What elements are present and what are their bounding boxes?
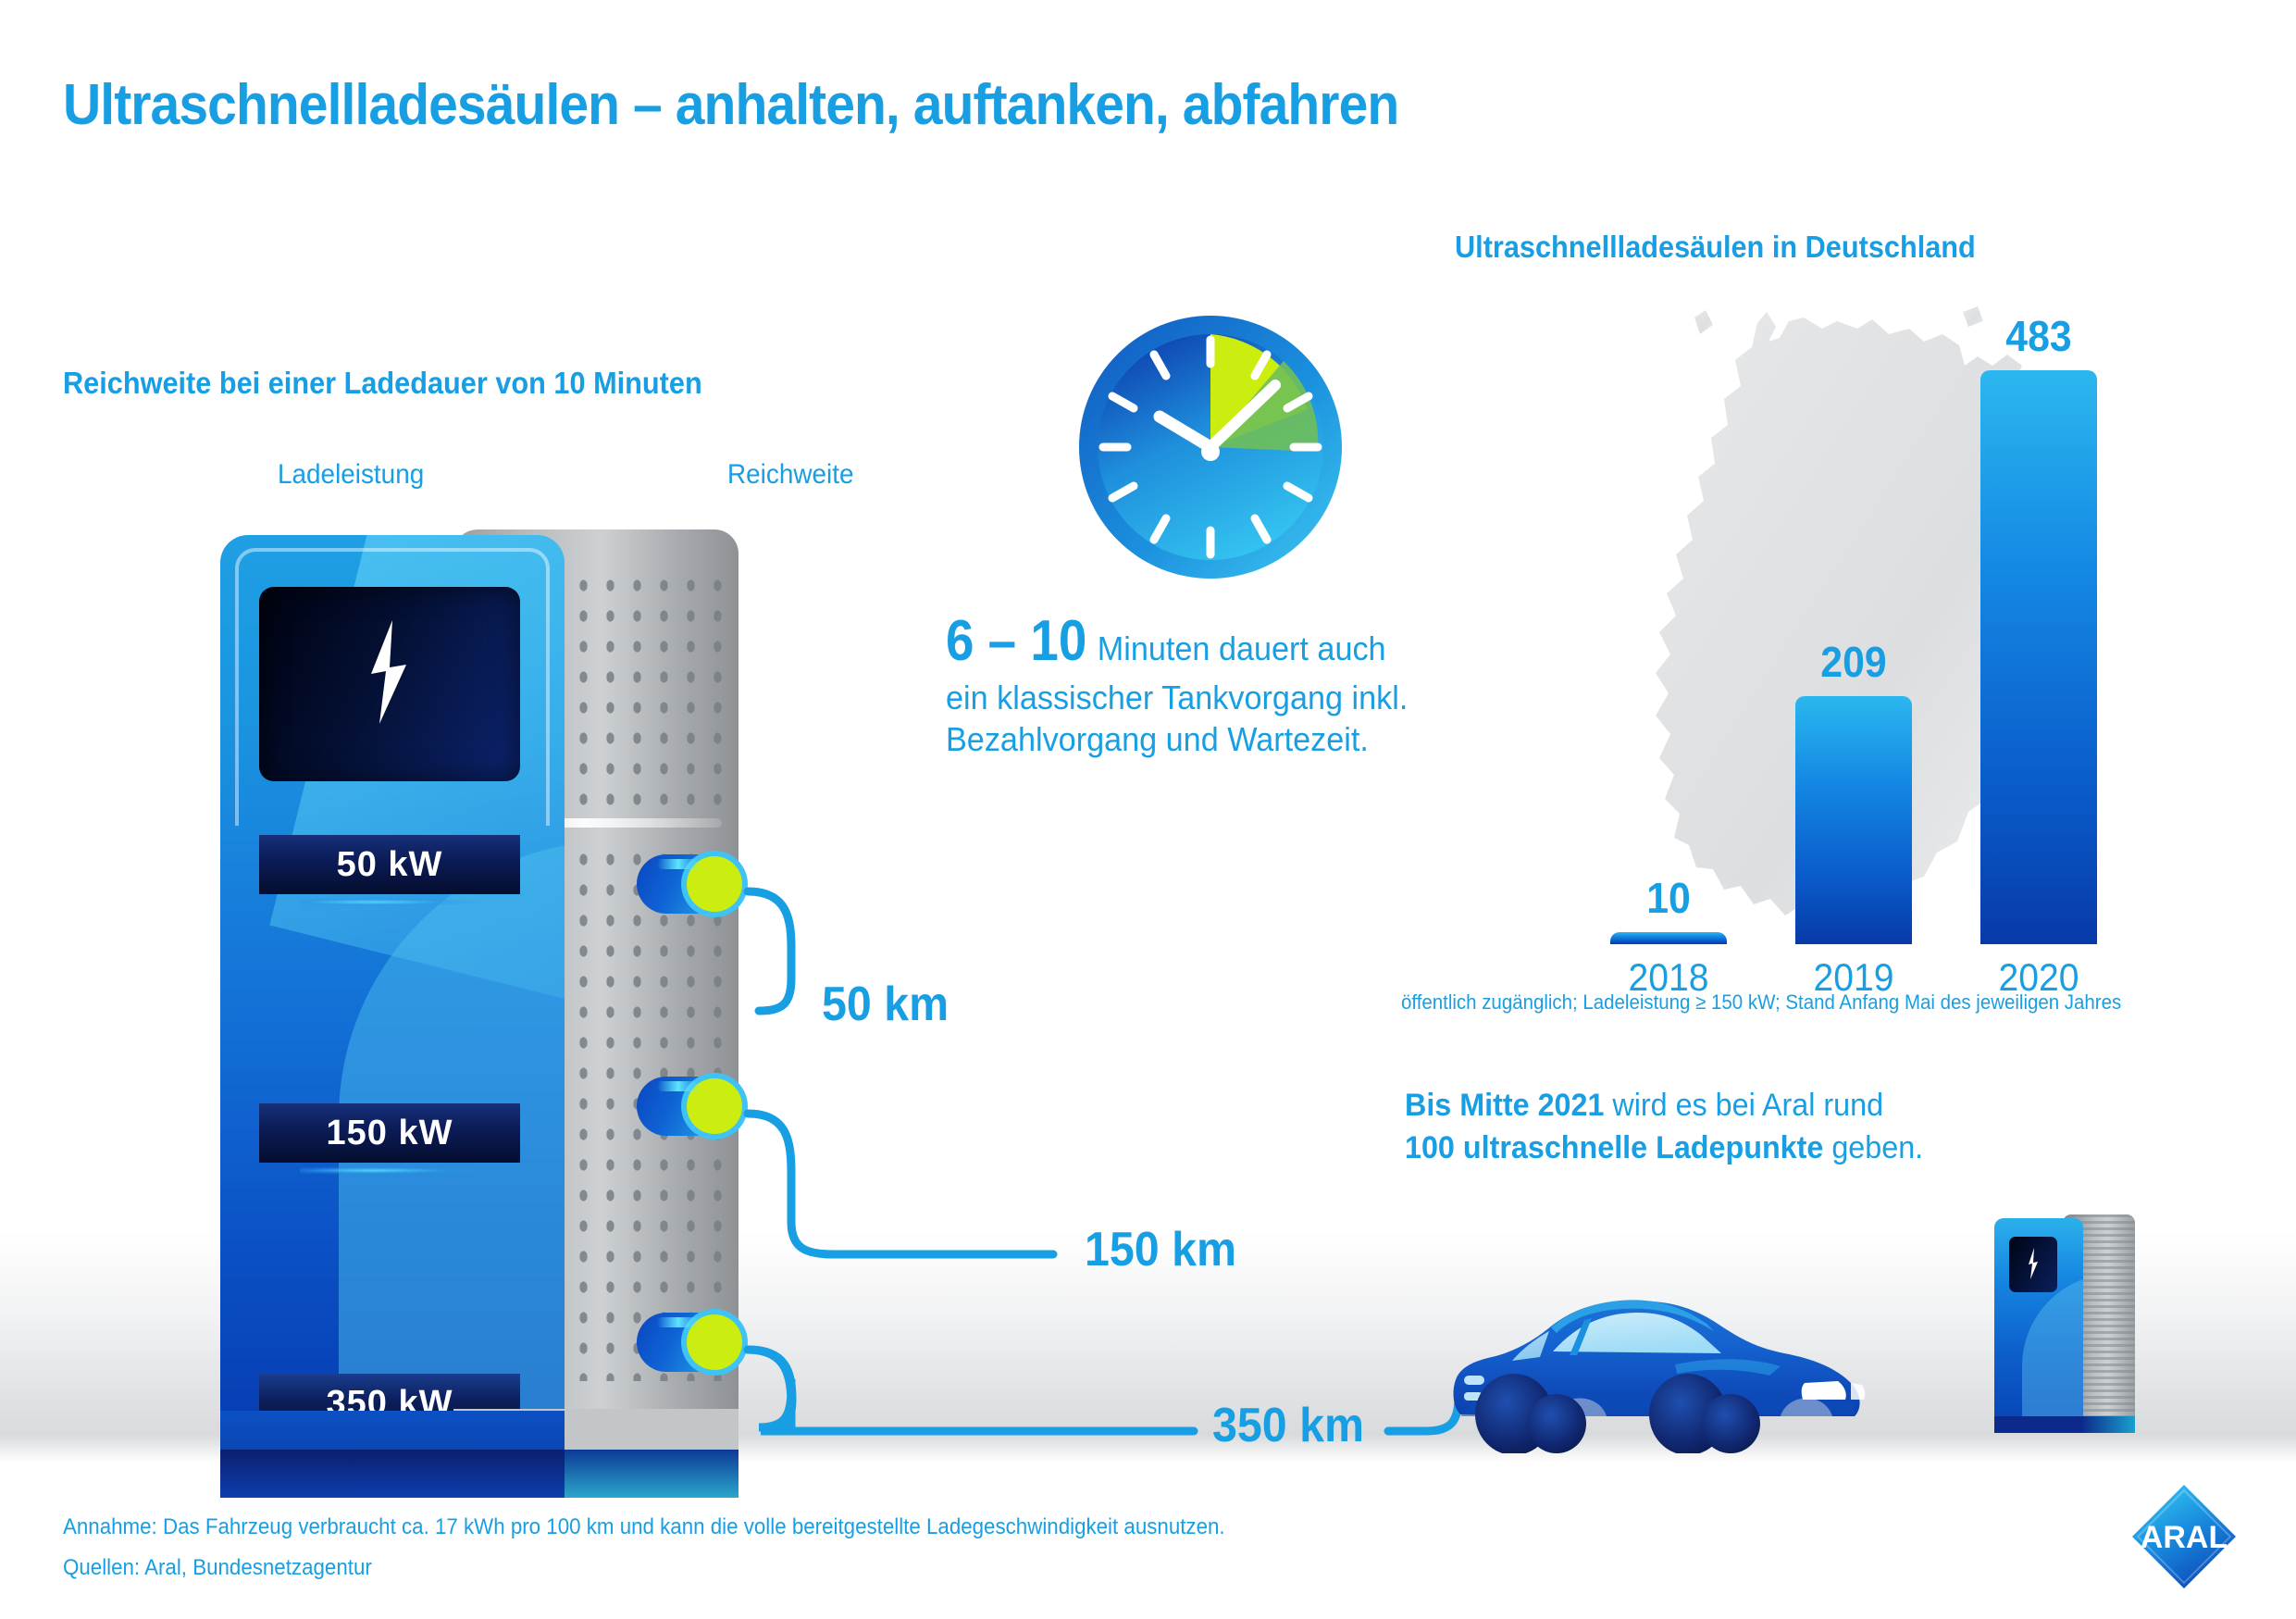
germany-map-silhouette — [1656, 306, 2050, 921]
station-base-lower-right — [565, 1450, 738, 1498]
station-base-upper — [220, 1411, 565, 1450]
minutes-statement: 6 – 10 Minuten dauert auch ein klassische… — [946, 606, 1520, 760]
station-grey-sheen — [470, 818, 722, 828]
minutes-big-number: 6 – 10 — [946, 609, 1087, 673]
electric-car-icon — [1453, 1300, 1866, 1453]
column-label-power: Ladeleistung — [278, 459, 425, 490]
aral-logo-text: ARAL — [2141, 1520, 2228, 1555]
bar-year-2019: 2019 — [1813, 955, 1894, 999]
mini-station-base — [1994, 1416, 2135, 1433]
statement-bold-1: Bis Mitte 2021 — [1405, 1088, 1605, 1123]
power-label-50kw: 50 kW — [336, 844, 443, 884]
chart-title: Ultraschnellladesäulen in Deutschland — [1455, 230, 1976, 264]
charging-station-illustration: 50 kW 150 kW 350 kW — [220, 529, 738, 1498]
footer-sources: Quellen: Aral, Bundesnetzagentur — [63, 1555, 372, 1580]
bar-year-2018: 2018 — [1628, 955, 1709, 999]
minutes-paragraph: 6 – 10 Minuten dauert auch ein klassische… — [946, 606, 1491, 760]
statement-normal-2: geben. — [1823, 1129, 1924, 1165]
power-plate-glow-2 — [300, 1166, 485, 1175]
bar-2019 — [1795, 696, 1912, 944]
bar-value-2020: 483 — [2005, 312, 2072, 360]
bar-year-2020: 2020 — [1998, 955, 2079, 999]
left-section-heading: Reichweite bei einer Ladedauer von 10 Mi… — [63, 366, 702, 400]
minutes-line2: ein klassischer Tankvorgang inkl. — [946, 678, 1409, 716]
power-plate-glow-1 — [300, 898, 485, 906]
lightning-bolt-icon-small — [2029, 1248, 2038, 1279]
connector-plug-50kw — [637, 851, 748, 917]
aral-logo: ARAL — [2132, 1485, 2236, 1588]
bar-value-2019: 209 — [1820, 638, 1887, 686]
charging-station-icon — [1994, 1214, 2135, 1437]
range-label-150km: 150 km — [1085, 1223, 1237, 1277]
chart-footnote: öffentlich zugänglich; Ladeleistung ≥ 15… — [1401, 990, 2122, 1014]
power-label-150kw: 150 kW — [326, 1113, 453, 1152]
statement-bold-2: 100 ultraschnelle Ladepunkte — [1405, 1129, 1824, 1165]
bar-2018 — [1610, 932, 1727, 944]
connector-plug-350kw — [637, 1309, 748, 1376]
bar-chart: 10 209 483 2018 2019 2020 — [1573, 305, 2147, 999]
range-label-50km: 50 km — [822, 978, 949, 1031]
column-label-range: Reichweite — [727, 459, 854, 490]
station-base-lower — [220, 1450, 565, 1498]
footer-assumption: Annahme: Das Fahrzeug verbraucht ca. 17 … — [63, 1514, 1225, 1539]
minutes-line3: Bezahlvorgang und Wartezeit. — [946, 719, 1369, 758]
bar-value-2018: 10 — [1646, 874, 1691, 922]
power-plate-50kw: 50 kW — [259, 835, 520, 894]
lightning-bolt-icon — [371, 620, 406, 724]
statement-normal-1: wird es bei Aral rund — [1604, 1088, 1884, 1123]
bar-2020 — [1980, 370, 2097, 944]
range-label-350km: 350 km — [1212, 1399, 1365, 1452]
aral-2021-statement: Bis Mitte 2021 wird es bei Aral rund 100… — [1405, 1085, 2073, 1170]
connector-plug-150kw — [637, 1073, 748, 1140]
clock-icon — [1079, 316, 1342, 579]
page-title: Ultraschnellladesäulen – anhalten, aufta… — [63, 73, 1399, 137]
minutes-line1: Minuten dauert auch — [1097, 629, 1386, 667]
power-plate-150kw: 150 kW — [259, 1103, 520, 1163]
station-inner-bezel — [235, 548, 550, 826]
